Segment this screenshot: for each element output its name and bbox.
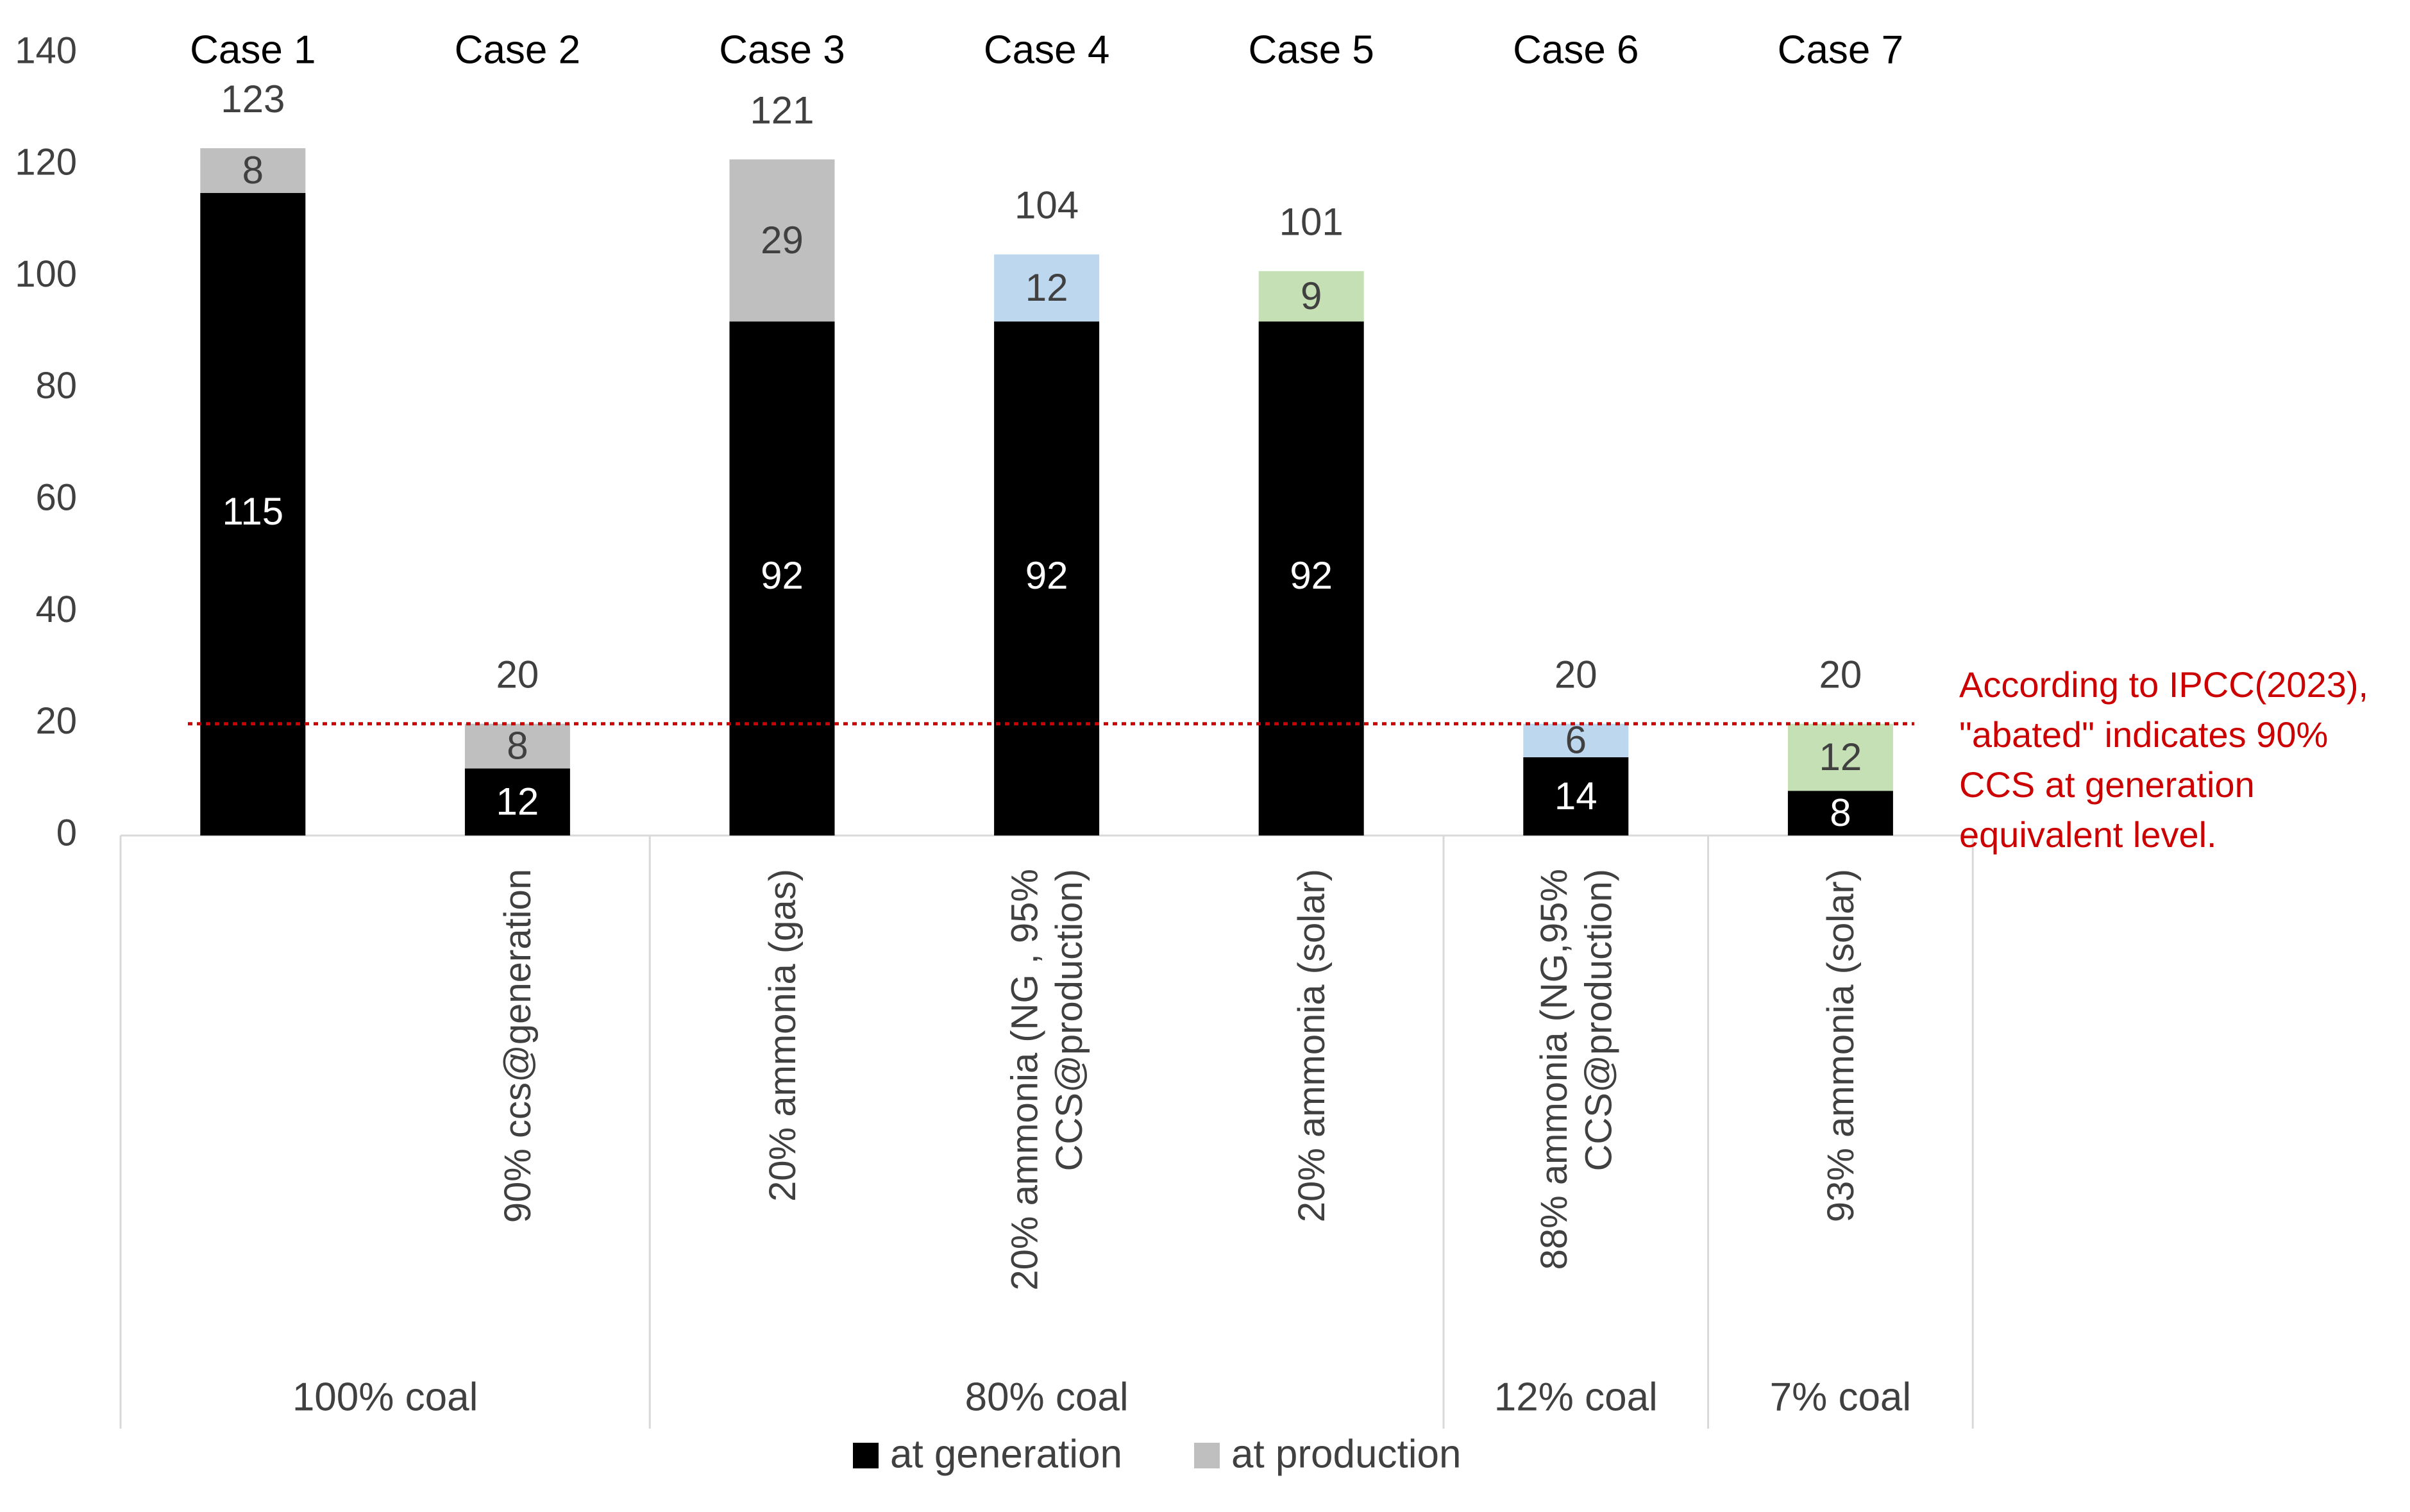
category-sublabel: 20% ammonia (gas) bbox=[762, 869, 804, 1202]
data-label-total: 104 bbox=[1015, 184, 1079, 227]
case-label: Case 1 bbox=[190, 28, 316, 72]
case-label: Case 6 bbox=[1513, 28, 1639, 72]
group-label: 7% coal bbox=[1770, 1375, 1912, 1419]
data-label-generation: 12 bbox=[496, 780, 539, 823]
category-sublabel: 20% ammonia (solar) bbox=[1291, 869, 1333, 1222]
data-label-generation: 14 bbox=[1555, 775, 1597, 818]
data-label-production: 6 bbox=[1565, 719, 1587, 762]
case-label: Case 3 bbox=[719, 28, 845, 72]
data-label-production: 12 bbox=[1819, 735, 1862, 778]
bar-segment-production bbox=[1523, 723, 1629, 757]
reference-annotation: CCS at generation bbox=[1959, 764, 2255, 805]
category-sublabel: 90% ccs@generation bbox=[497, 869, 539, 1223]
bar-segment-production bbox=[1787, 723, 1893, 791]
bar-segment-generation bbox=[1258, 321, 1364, 836]
data-label-total: 121 bbox=[750, 88, 814, 131]
legend-swatch bbox=[1194, 1443, 1220, 1468]
y-tick-label: 40 bbox=[35, 589, 77, 630]
category-sublabel: 93% ammonia (solar) bbox=[1820, 869, 1862, 1222]
category-sublabel: 20% ammonia (NG , 95%CCS@production) bbox=[1004, 869, 1091, 1291]
legend-label: at production bbox=[1231, 1432, 1461, 1476]
case-label: Case 5 bbox=[1248, 28, 1374, 72]
bar-segment-generation bbox=[1787, 791, 1893, 836]
group-label: 12% coal bbox=[1494, 1375, 1658, 1419]
data-label-total: 123 bbox=[221, 78, 285, 121]
group-label: 80% coal bbox=[965, 1375, 1129, 1419]
reference-annotation: According to IPCC(2023), bbox=[1959, 664, 2368, 705]
category-sublabel: 88% ammonia (NG,95%CCS@production) bbox=[1533, 869, 1620, 1270]
case-label: Case 4 bbox=[984, 28, 1109, 72]
legend-swatch bbox=[853, 1443, 879, 1468]
bar-segment-production bbox=[994, 254, 1100, 322]
case-label: Case 2 bbox=[455, 28, 580, 72]
data-label-total: 20 bbox=[496, 653, 539, 696]
data-label-production: 8 bbox=[242, 149, 264, 192]
y-tick-label: 0 bbox=[56, 812, 77, 853]
group-label: 100% coal bbox=[292, 1375, 478, 1419]
bar-segment-generation bbox=[464, 768, 570, 836]
data-label-total: 20 bbox=[1819, 653, 1862, 696]
y-tick-label: 60 bbox=[35, 476, 77, 518]
data-label-generation: 8 bbox=[1830, 791, 1851, 834]
bar-segment-generation bbox=[994, 321, 1100, 836]
bar-segment-production bbox=[729, 159, 835, 322]
legend-label: at generation bbox=[890, 1432, 1122, 1476]
y-tick-label: 20 bbox=[35, 700, 77, 742]
y-tick-label: 120 bbox=[15, 142, 77, 183]
data-label-generation: 92 bbox=[1290, 554, 1333, 597]
data-label-generation: 92 bbox=[761, 554, 804, 597]
bar-segment-generation bbox=[1523, 757, 1629, 836]
data-label-production: 9 bbox=[1301, 274, 1322, 317]
reference-annotation: "abated" indicates 90% bbox=[1959, 714, 2328, 755]
data-label-generation: 115 bbox=[222, 490, 283, 533]
data-label-production: 29 bbox=[761, 219, 804, 262]
case-label: Case 7 bbox=[1778, 28, 1903, 72]
y-tick-label: 140 bbox=[15, 29, 77, 71]
data-label-production: 8 bbox=[507, 724, 528, 767]
data-label-total: 101 bbox=[1279, 201, 1344, 244]
y-tick-label: 80 bbox=[35, 365, 77, 407]
reference-annotation: equivalent level. bbox=[1959, 814, 2217, 855]
data-label-total: 20 bbox=[1555, 653, 1597, 696]
y-tick-label: 100 bbox=[15, 253, 77, 295]
data-label-production: 12 bbox=[1025, 266, 1068, 309]
data-label-generation: 92 bbox=[1025, 554, 1068, 597]
bar-segment-production bbox=[200, 148, 306, 193]
bar-segment-production bbox=[1258, 271, 1364, 322]
bar-segment-generation bbox=[729, 321, 835, 836]
bar-segment-production bbox=[464, 723, 570, 769]
bar-segment-generation bbox=[200, 192, 306, 836]
